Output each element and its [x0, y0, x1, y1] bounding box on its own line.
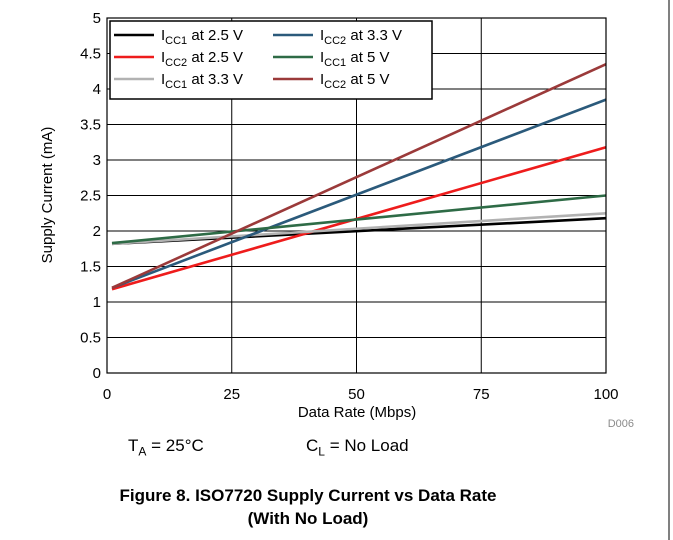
x-axis-title: Data Rate (Mbps)	[298, 404, 416, 421]
load-subscript: L	[318, 444, 325, 459]
x-tick-label-0: 0	[103, 386, 111, 403]
caption-line-2: (With No Load)	[247, 509, 369, 528]
series-line-3	[111, 212, 607, 246]
legend-box	[109, 20, 433, 100]
y-tick-label-3: 1.5	[80, 259, 101, 276]
x-tick-label-3: 75	[473, 386, 490, 403]
temperature-value: = 25°C	[146, 436, 204, 455]
y-tick-label-0: 0	[93, 365, 101, 382]
legend-label-3: ICC1 at 3.3 V	[161, 71, 243, 91]
series-lines	[111, 63, 607, 291]
y-tick-label-6: 3	[93, 152, 101, 169]
series-line-6	[111, 63, 607, 289]
y-tick-label-4: 2	[93, 223, 101, 240]
series-line-4	[111, 98, 607, 290]
legend-label-1: ICC1 at 2.5 V	[161, 27, 243, 47]
temperature-subscript: A	[138, 444, 147, 459]
legend-label-6: ICC2 at 5 V	[320, 71, 390, 91]
x-tick-label-4: 100	[593, 386, 618, 403]
y-tick-label-8: 4	[93, 81, 101, 98]
plot-frame	[106, 17, 607, 374]
legend-label-2: ICC2 at 2.5 V	[161, 49, 243, 69]
x-tick-label-1: 25	[223, 386, 240, 403]
load-value: = No Load	[324, 436, 409, 455]
x-tick-label-2: 50	[348, 386, 365, 403]
y-tick-label-9: 4.5	[80, 46, 101, 63]
y-tick-label-10: 5	[93, 10, 101, 27]
load-condition: CL = No Load	[306, 436, 409, 458]
figure-code: D006	[608, 418, 634, 430]
figure-caption: Figure 8. ISO7720 Supply Current vs Data…	[108, 484, 508, 530]
y-axis-title: Supply Current (mA)	[39, 127, 56, 264]
y-tick-label-7: 3.5	[80, 117, 101, 134]
y-tick-label-2: 1	[93, 294, 101, 311]
legend-label-4: ICC2 at 3.3 V	[320, 27, 402, 47]
caption-line-1: Figure 8. ISO7720 Supply Current vs Data…	[119, 486, 497, 505]
temperature-symbol: T	[128, 436, 139, 455]
series-line-5	[111, 194, 607, 245]
tick-labels: 00.511.522.533.544.550 25 50 75 100	[80, 10, 618, 403]
load-symbol: C	[306, 436, 319, 455]
legend-label-5: ICC1 at 5 V	[320, 49, 390, 69]
y-tick-label-1: 0.5	[80, 330, 101, 347]
temperature-condition: TA = 25°C	[128, 436, 204, 458]
y-tick-label-5: 2.5	[80, 188, 101, 205]
